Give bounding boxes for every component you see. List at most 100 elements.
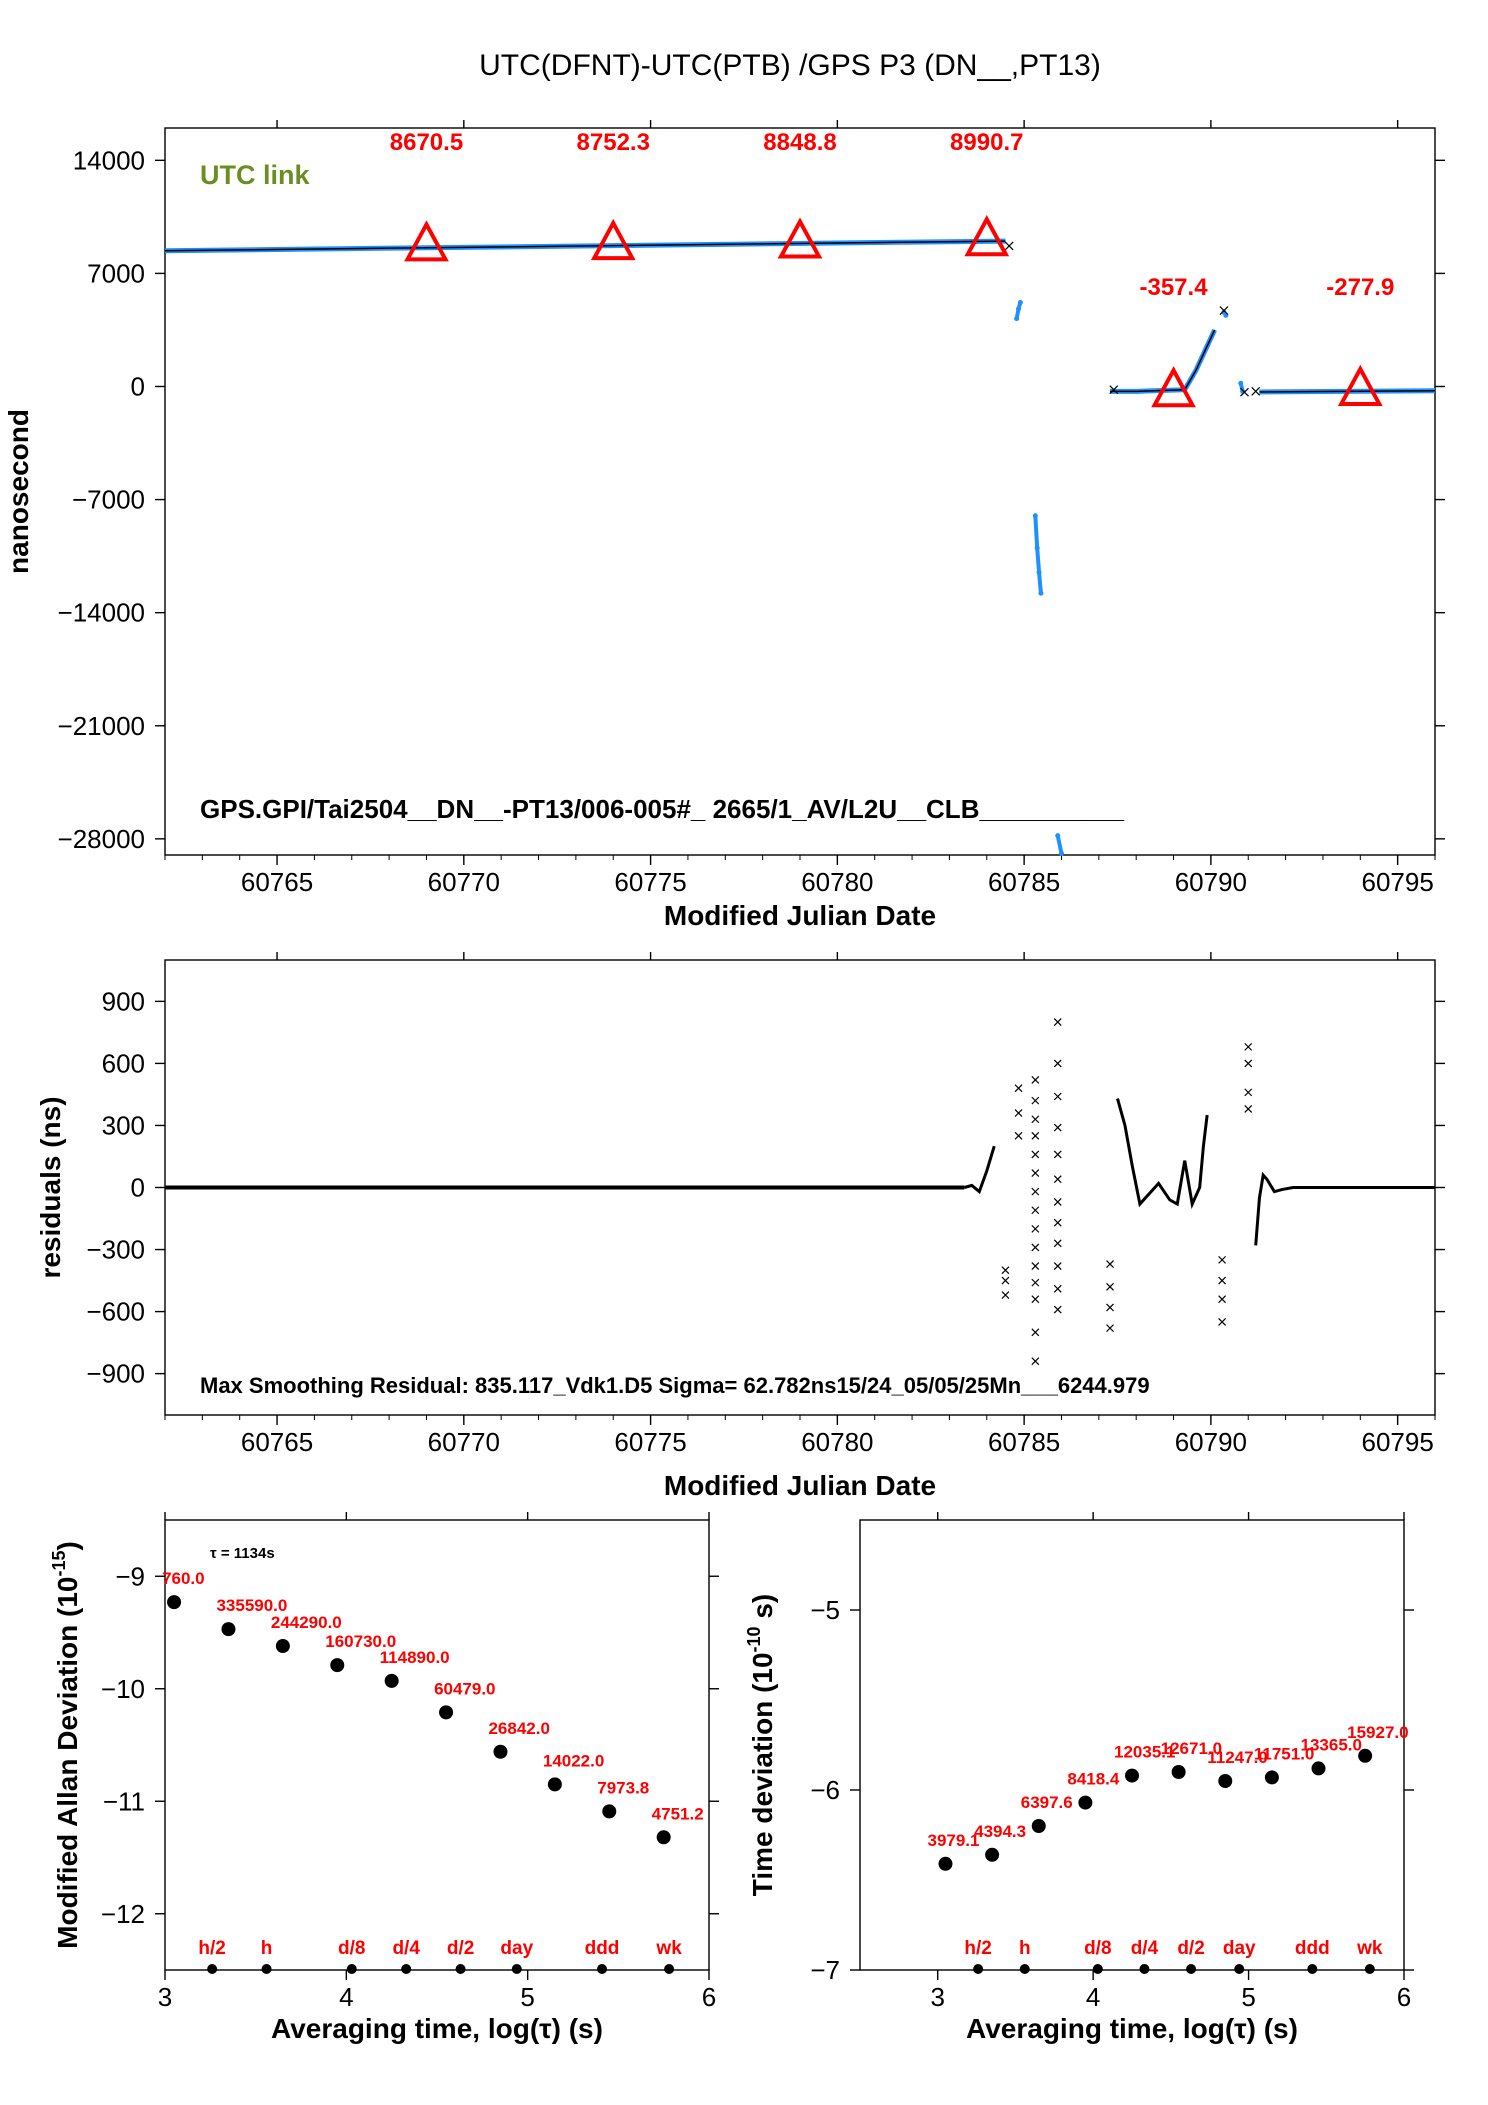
p2-outlier-point xyxy=(1106,1282,1114,1291)
p3-point-label: 14022.0 xyxy=(543,1751,604,1770)
p2-outlier-point-shape xyxy=(1014,1109,1023,1117)
p4-point-label: 8418.4 xyxy=(1067,1770,1120,1789)
p1-triangle-marker xyxy=(590,218,636,261)
p2-outlier-point-shape xyxy=(1031,1278,1040,1287)
p1-x-axis-label: Modified Julian Date xyxy=(664,900,936,931)
p3-interval-label: h xyxy=(261,1938,273,1959)
p2-y-tick-label: −600 xyxy=(86,1297,145,1327)
p3-point-label: 114890.0 xyxy=(380,1648,450,1667)
p2-outlier-point-shape xyxy=(1001,1291,1010,1299)
p3-point-label: 26842.0 xyxy=(488,1719,549,1738)
p1-marker-label: -277.9 xyxy=(1326,274,1394,301)
p4-plot-frame xyxy=(859,1519,1405,1971)
p2-outlier-point xyxy=(1106,1260,1114,1268)
p3-point-label: 160730.0 xyxy=(325,1632,396,1651)
p1-x-mark xyxy=(1219,306,1229,315)
p4-interval-dot xyxy=(1234,1964,1245,1974)
p2-y-tick-label: 0 xyxy=(131,1173,145,1203)
p2-outlier-point-shape xyxy=(1053,1305,1062,1314)
p4-x-tick-label: 6 xyxy=(1397,1982,1411,2012)
p3-data-point xyxy=(384,1673,399,1688)
p2-outlier-point xyxy=(1031,1131,1040,1140)
p2-outlier-point-shape xyxy=(1244,1042,1253,1051)
p2-outlier-point xyxy=(1218,1255,1227,1264)
p2-outlier-point-shape xyxy=(1053,1262,1062,1271)
p4-y-tick-label: −6 xyxy=(810,1775,840,1805)
p1-fit-0 xyxy=(164,240,1006,252)
p4-interval-dot xyxy=(1092,1964,1103,1974)
p2-y-tick-label: 300 xyxy=(102,1110,145,1140)
p1-x-mark-shape xyxy=(1240,387,1249,397)
p2-outlier-point xyxy=(1053,1150,1062,1159)
p2-outlier-point-shape xyxy=(1106,1303,1114,1312)
p2-outlier-point-shape xyxy=(1218,1318,1227,1326)
p2-outlier-point xyxy=(1053,1018,1062,1026)
p4-x-tick-label: 4 xyxy=(1086,1982,1100,2012)
p3-interval-dot xyxy=(664,1964,675,1974)
p2-outlier-point-shape xyxy=(1053,1175,1062,1184)
p2-outlier-point-shape xyxy=(1031,1096,1040,1105)
p3-point-label: 4751.2 xyxy=(652,1804,704,1823)
p1-series-3-point xyxy=(1055,833,1061,839)
p2-outlier-point xyxy=(1014,1109,1023,1117)
p3-interval-label: h/2 xyxy=(198,1938,225,1959)
p1-y-tick-label: −14000 xyxy=(58,598,145,628)
p1-series-3-point xyxy=(1058,850,1064,856)
p2-outlier-point xyxy=(1053,1123,1062,1132)
p2-outlier-point xyxy=(1014,1084,1023,1093)
p4-interval-label: d/4 xyxy=(1131,1938,1159,1959)
p1-series-1-point xyxy=(1016,306,1022,312)
p3-interval-label: ddd xyxy=(585,1938,620,1959)
p2-outlier-point-shape xyxy=(1031,1262,1040,1271)
p1-marker-label: 8670.5 xyxy=(390,129,463,156)
p2-outlier-point-shape xyxy=(1218,1255,1227,1264)
p2-y-tick-label: 600 xyxy=(102,1048,145,1078)
p2-outlier-point-shape xyxy=(1053,1239,1062,1248)
p2-outlier-point-shape xyxy=(1244,1088,1253,1097)
p1-plot-frame xyxy=(164,127,1436,856)
p3-point-label: 244290.0 xyxy=(271,1613,342,1632)
p2-outlier-point-shape xyxy=(1031,1131,1040,1140)
p2-outlier-point xyxy=(1218,1318,1227,1326)
p4-data-point xyxy=(1218,1774,1233,1788)
p2-outlier-point-shape xyxy=(1053,1123,1062,1132)
p2-outlier-point-shape xyxy=(1106,1260,1114,1268)
p3-interval-label: d/4 xyxy=(392,1938,420,1959)
p1-marker-label: 8752.3 xyxy=(577,129,650,156)
p2-outlier-point-shape xyxy=(1031,1115,1040,1124)
p2-outlier-point xyxy=(1053,1198,1062,1206)
p4-data-point xyxy=(1311,1761,1326,1776)
p4-point-label: 13365.0 xyxy=(1301,1735,1362,1754)
p2-x-tick-label: 60775 xyxy=(614,1427,686,1457)
p4-data-point xyxy=(985,1847,1000,1862)
p2-outlier-point-shape xyxy=(1053,1198,1062,1206)
p4-point-label: 11751.0 xyxy=(1254,1744,1315,1763)
p3-x-axis-label: Averaging time, log(τ) (s) xyxy=(271,2013,603,2044)
p2-outlier-point xyxy=(1053,1305,1062,1314)
p2-x-tick-label: 60765 xyxy=(241,1427,313,1457)
p3-interval-dot xyxy=(511,1964,522,1974)
p2-outlier-point xyxy=(1053,1175,1062,1184)
p2-outlier-point xyxy=(1001,1266,1010,1275)
p2-outlier-point xyxy=(1053,1059,1062,1068)
p3-interval-label: d/8 xyxy=(338,1938,365,1959)
p3-x-tick-label: 5 xyxy=(520,1982,534,2012)
p1-triangle-marker xyxy=(1151,366,1196,408)
p2-outlier-point xyxy=(1014,1131,1023,1140)
p1-x-mark-shape xyxy=(1109,385,1119,395)
p3-y-axis-label: Modified Allan Deviation (10-15) xyxy=(49,1541,83,1949)
p1-series-4 xyxy=(1110,328,1217,394)
p3-data-point xyxy=(275,1639,290,1653)
p4-data-point xyxy=(1078,1795,1093,1810)
p2-outlier-point xyxy=(1031,1115,1040,1124)
p1-x-tick-label: 60765 xyxy=(241,867,313,897)
p2-outlier-point xyxy=(1001,1291,1010,1299)
p4-interval-dot xyxy=(1019,1964,1030,1974)
p2-outlier-point-shape xyxy=(1053,1150,1062,1159)
p2-outlier-point xyxy=(1031,1295,1040,1304)
p3-point-label: 335590.0 xyxy=(216,1596,287,1615)
p3-plot-frame xyxy=(164,1519,710,1971)
p2-x-tick-label: 60770 xyxy=(428,1427,500,1457)
p4-interval-label: d/2 xyxy=(1177,1938,1204,1959)
p4-interval-label: d/8 xyxy=(1084,1938,1111,1959)
